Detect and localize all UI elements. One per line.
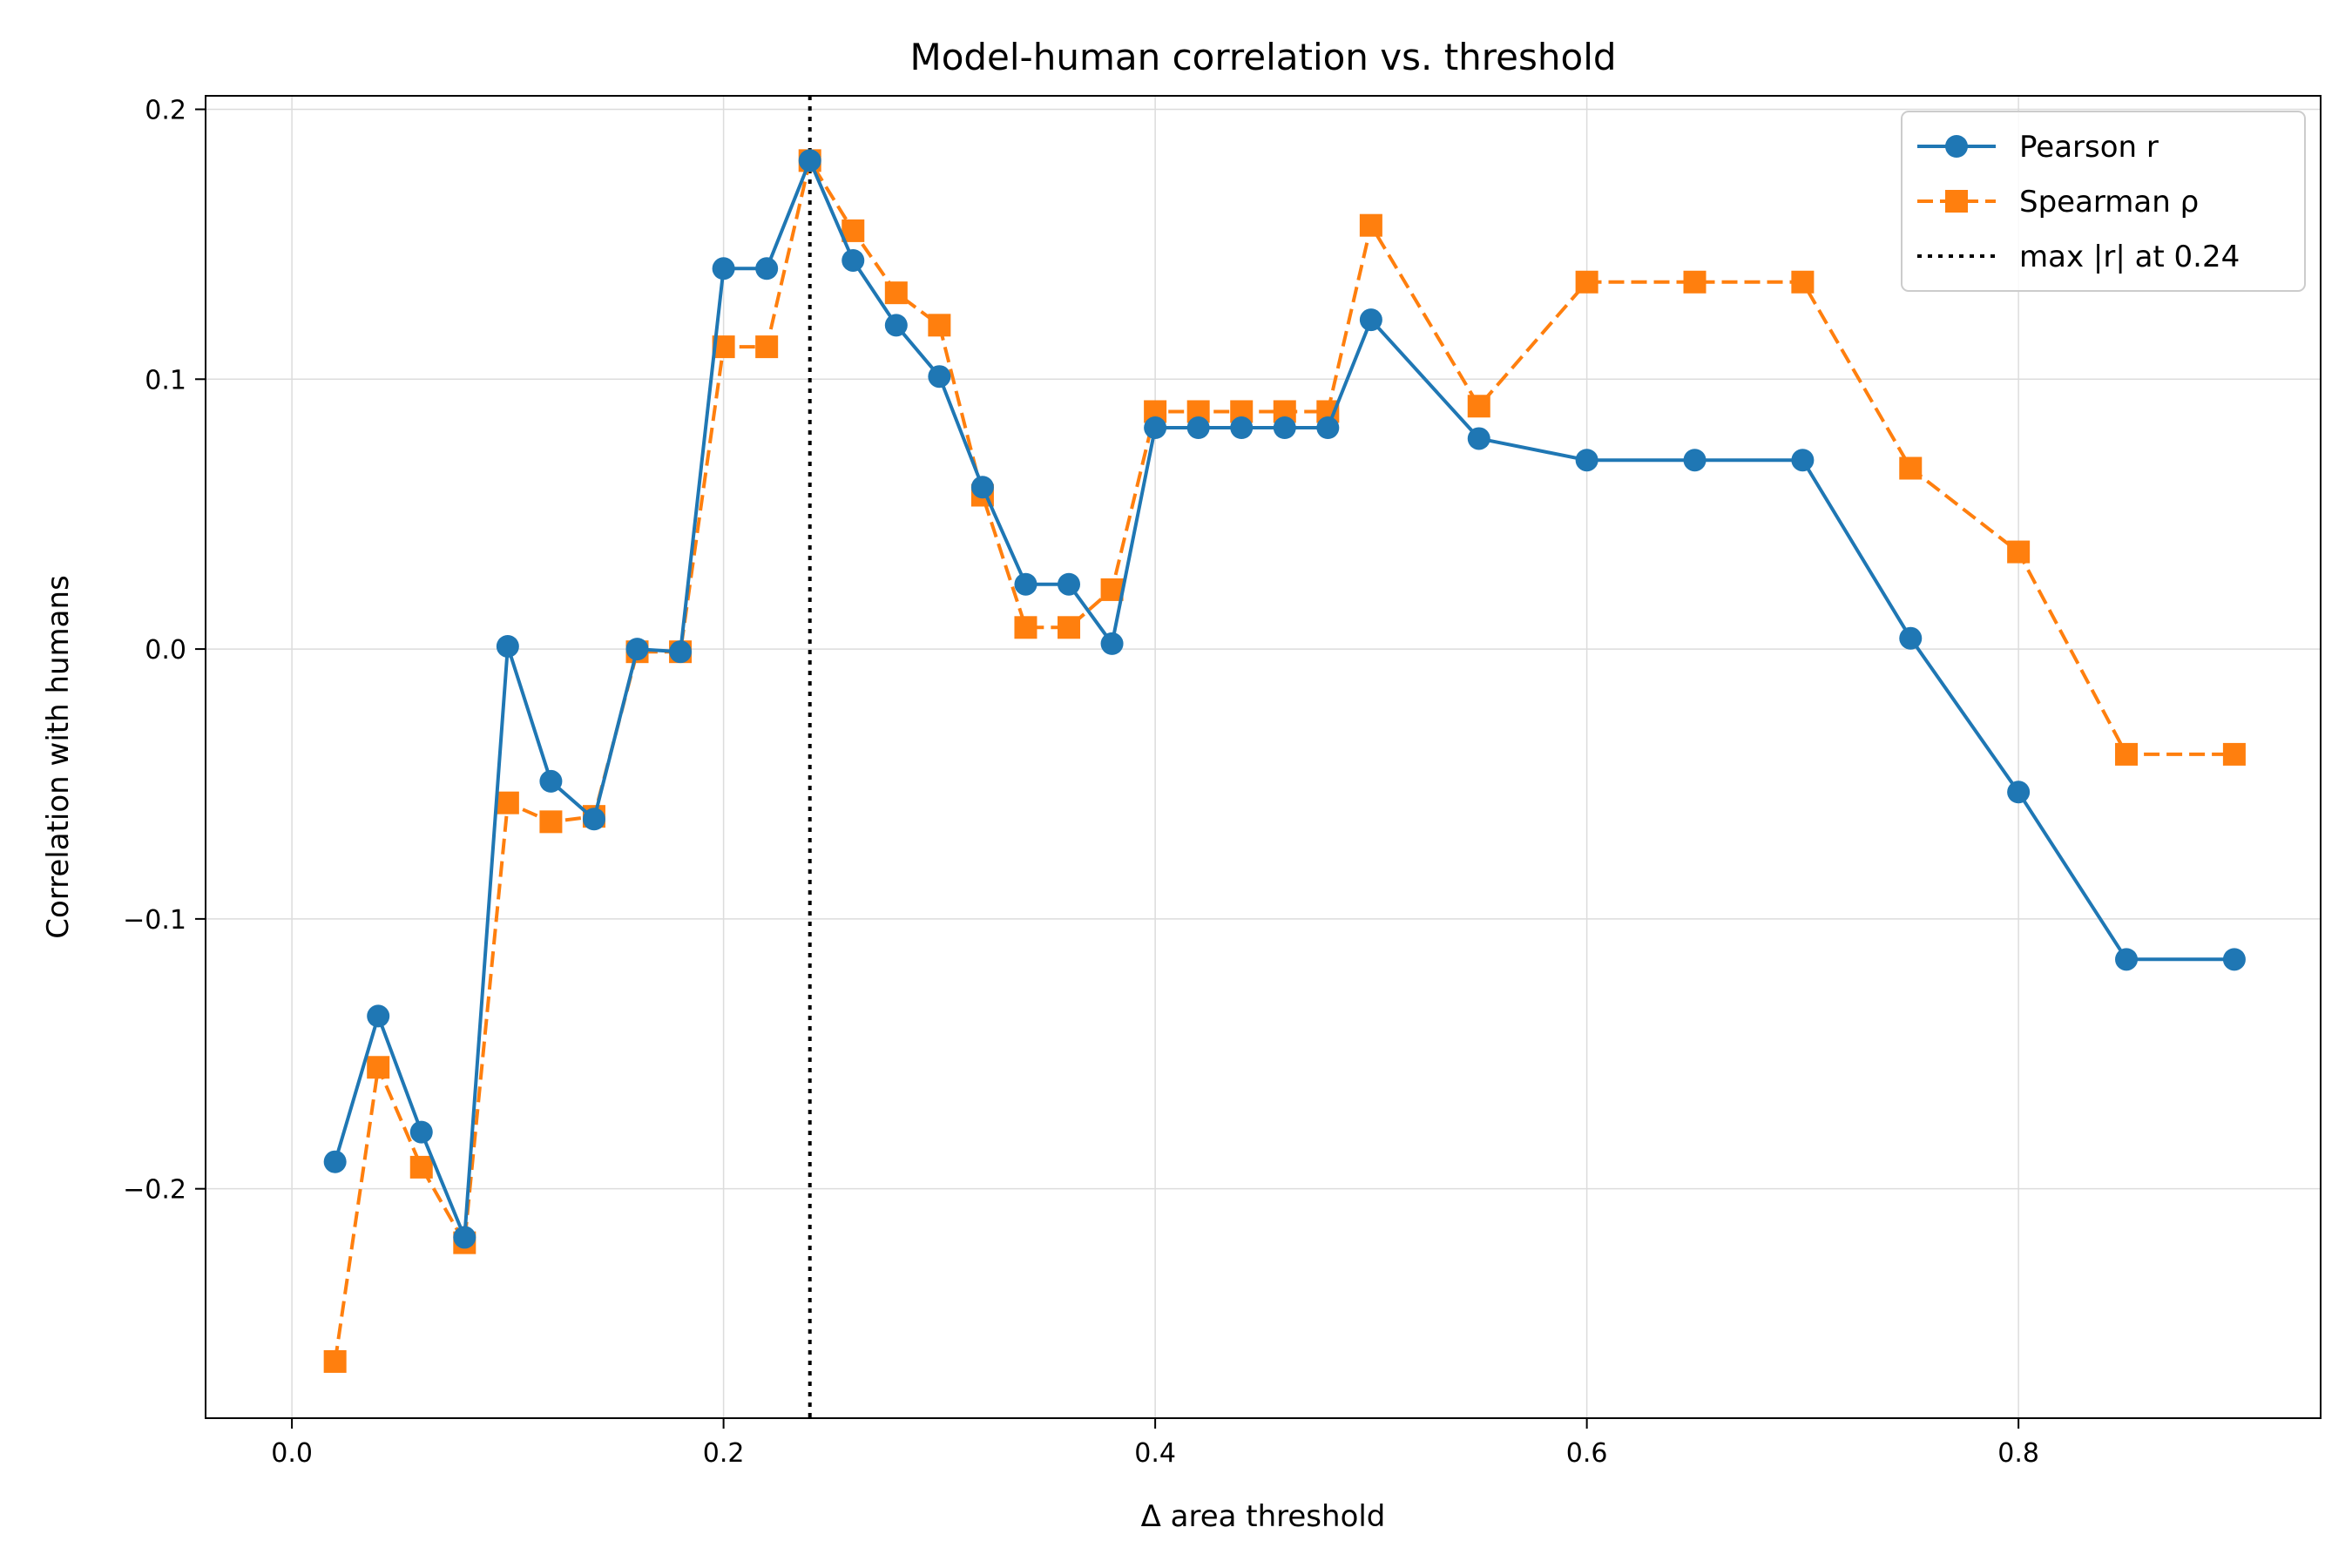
spearman-point — [2115, 742, 2139, 766]
x-axis-label: Δ area threshold — [1141, 1499, 1386, 1534]
y-tick-label: 0.2 — [145, 95, 186, 125]
spearman-point — [1058, 616, 1081, 639]
spearman-point — [841, 219, 865, 242]
x-tick-label: 0.0 — [271, 1438, 313, 1469]
pearson-point — [1359, 308, 1382, 332]
x-tick-label: 0.6 — [1566, 1438, 1608, 1469]
grid — [206, 96, 2321, 1418]
pearson-point — [1575, 449, 1598, 472]
chart-title: Model-human correlation vs. threshold — [909, 36, 1616, 78]
pearson-point — [841, 248, 865, 272]
spearman-point — [1791, 270, 1815, 294]
pearson-point — [928, 365, 951, 389]
pearson-point — [453, 1226, 476, 1249]
pearson-point — [1230, 416, 1254, 440]
pearson-point — [970, 476, 994, 499]
pearson-point — [323, 1150, 347, 1173]
pearson-point — [1791, 449, 1815, 472]
spearman-point — [884, 281, 908, 305]
x-tick-label: 0.4 — [1134, 1438, 1176, 1469]
y-axis-label: Correlation with humans — [41, 575, 76, 939]
pearson-point — [1683, 449, 1707, 472]
spearman-point — [367, 1056, 390, 1079]
spearman-point — [1683, 270, 1707, 294]
pearson-point — [1899, 626, 1923, 650]
legend-spearman: Spearman ρ — [1917, 185, 2199, 220]
spearman-point — [1467, 395, 1490, 418]
pearson-point — [884, 314, 908, 337]
pearson-point — [539, 769, 563, 793]
pearson-point — [1273, 416, 1296, 440]
pearson-point — [625, 638, 649, 661]
pearson-point — [1014, 572, 1037, 596]
pearson-point — [1467, 427, 1490, 450]
legend-pearson: Pearson r — [1917, 130, 2159, 165]
legend-pearson-marker — [1945, 135, 1968, 158]
spearman-point — [2222, 742, 2246, 766]
spearman-point — [1575, 270, 1598, 294]
pearson-point — [2115, 948, 2139, 971]
axis-ticks: 0.0 0.2 0.4 0.6 0.8 −0.2 −0.1 0.0 0.1 0.2 — [123, 95, 2039, 1469]
spearman-point — [539, 810, 563, 834]
pearson-point — [409, 1120, 433, 1144]
pearson-point — [2007, 781, 2031, 804]
x-tick-label: 0.8 — [1997, 1438, 2039, 1469]
legend-pearson-label: Pearson r — [2019, 130, 2159, 165]
pearson-point — [1144, 416, 1167, 440]
spearman-point — [1359, 213, 1382, 237]
pearson-point — [367, 1004, 390, 1028]
spearman-point — [928, 314, 951, 337]
spearman-point — [755, 335, 779, 359]
pearson-point — [1186, 416, 1210, 440]
y-tick-label: 0.1 — [145, 365, 186, 395]
y-tick-label: 0.0 — [145, 635, 186, 666]
pearson-point — [2222, 948, 2246, 971]
legend-spearman-marker — [1945, 190, 1968, 213]
y-tick-label: −0.2 — [123, 1175, 186, 1206]
spearman-point — [323, 1349, 347, 1373]
y-tick-label: −0.1 — [123, 905, 186, 936]
spearman-point — [409, 1155, 433, 1179]
legend-spearman-label: Spearman ρ — [2019, 185, 2199, 220]
legend-max-line: max |r| at 0.24 — [1917, 240, 2240, 274]
legend: Pearson r Spearman ρ max |r| at 0.24 — [1901, 111, 2306, 292]
spearman-point — [1899, 456, 1923, 480]
plot-area — [323, 96, 2246, 1418]
pearson-point — [496, 634, 519, 658]
pearson-point — [1100, 632, 1124, 655]
spearman-point — [496, 791, 519, 814]
legend-max-line-label: max |r| at 0.24 — [2019, 240, 2240, 274]
pearson-point — [1058, 572, 1081, 596]
pearson-point — [712, 257, 735, 280]
pearson-point — [755, 257, 779, 280]
pearson-point — [1316, 416, 1340, 440]
spearman-point — [1014, 616, 1037, 639]
series-line-spearman — [333, 159, 2234, 1362]
pearson-point — [582, 808, 605, 831]
pearson-point — [669, 640, 693, 664]
legend-box — [1901, 111, 2306, 292]
x-tick-label: 0.2 — [703, 1438, 745, 1469]
pearson-point — [798, 149, 821, 172]
plot-frame — [205, 95, 2322, 1419]
spearman-point — [2007, 540, 2031, 564]
